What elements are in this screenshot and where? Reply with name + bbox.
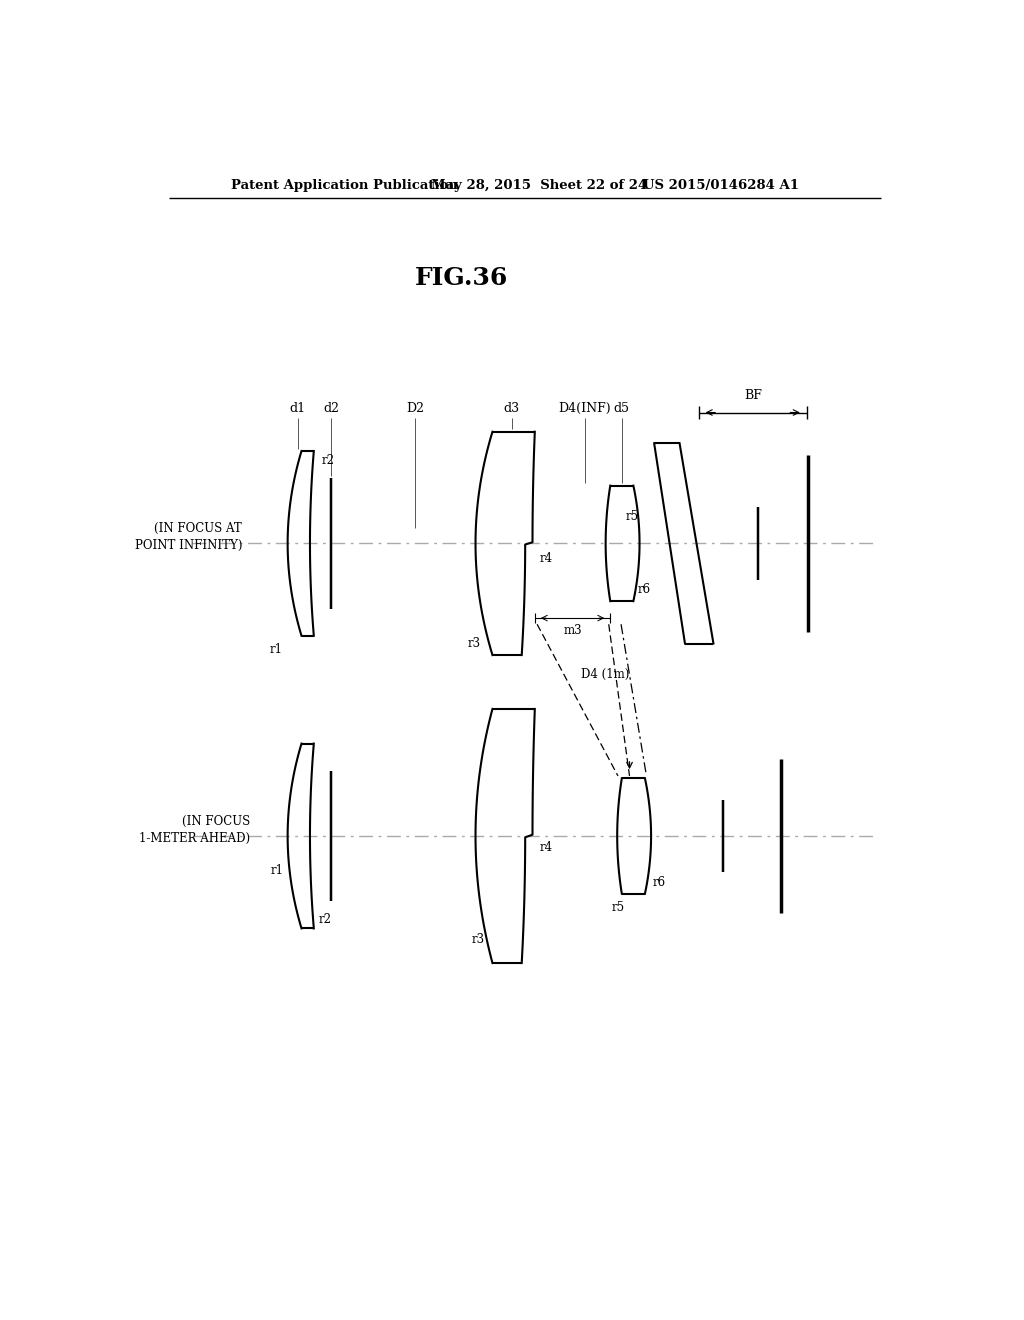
Text: r6: r6 <box>638 583 651 597</box>
Text: d1: d1 <box>290 403 306 416</box>
Text: r3: r3 <box>468 638 481 649</box>
Text: Patent Application Publication: Patent Application Publication <box>230 178 458 191</box>
Text: US 2015/0146284 A1: US 2015/0146284 A1 <box>643 178 799 191</box>
Text: r2: r2 <box>318 912 332 925</box>
Text: FIG.36: FIG.36 <box>415 265 508 290</box>
Text: r4: r4 <box>540 552 553 565</box>
Text: r3: r3 <box>472 933 484 946</box>
Text: r2: r2 <box>322 454 335 467</box>
Text: D2: D2 <box>407 403 425 416</box>
Text: r1: r1 <box>269 643 283 656</box>
Text: d2: d2 <box>324 403 340 416</box>
Text: May 28, 2015  Sheet 22 of 24: May 28, 2015 Sheet 22 of 24 <box>431 178 647 191</box>
Text: m3: m3 <box>563 624 582 638</box>
Text: (IN FOCUS AT
POINT INFINITY): (IN FOCUS AT POINT INFINITY) <box>135 523 243 552</box>
Text: D4(INF): D4(INF) <box>558 403 611 416</box>
Text: D4 (1m): D4 (1m) <box>581 668 630 681</box>
Text: (IN FOCUS
1-METER AHEAD): (IN FOCUS 1-METER AHEAD) <box>139 814 250 845</box>
Text: r5: r5 <box>611 902 625 915</box>
Text: r6: r6 <box>652 875 666 888</box>
Text: d5: d5 <box>613 403 630 416</box>
Text: r5: r5 <box>626 510 639 523</box>
Text: r1: r1 <box>270 863 284 876</box>
Text: d3: d3 <box>504 403 520 416</box>
Text: r4: r4 <box>540 841 553 854</box>
Text: BF: BF <box>743 389 762 403</box>
